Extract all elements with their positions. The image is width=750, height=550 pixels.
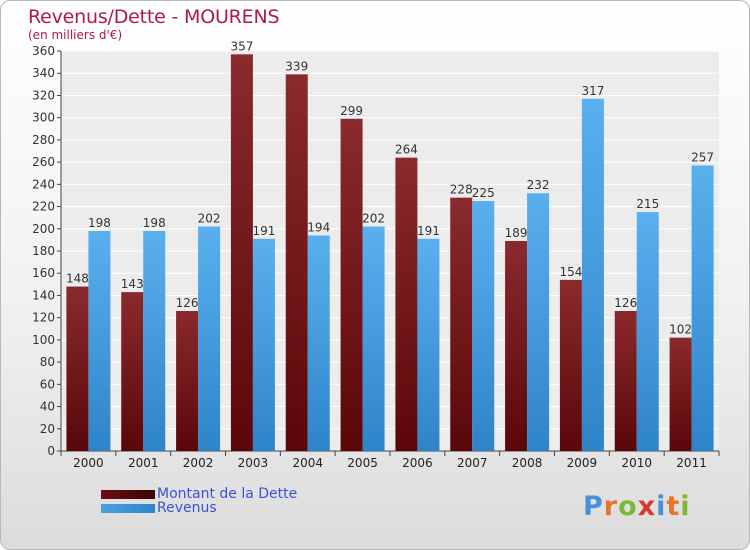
- bar-debt: [559, 279, 582, 451]
- bar-revenue: [417, 238, 440, 451]
- proxiti-logo: Proxiti: [583, 491, 691, 522]
- legend: Montant de la Dette Revenus: [101, 486, 298, 516]
- data-label: 299: [340, 104, 363, 118]
- data-label: 202: [198, 212, 221, 226]
- y-tick-label: 140: [32, 288, 55, 302]
- x-tick-label: 2003: [238, 456, 269, 470]
- data-label: 194: [307, 220, 330, 234]
- bar-revenue: [636, 212, 659, 451]
- bar-debt: [121, 292, 144, 451]
- data-label: 257: [691, 150, 714, 164]
- legend-swatch-debt: [101, 489, 155, 499]
- legend-label-debt: Montant de la Dette: [157, 486, 298, 502]
- data-label: 102: [669, 323, 692, 337]
- y-tick-label: 120: [32, 311, 55, 325]
- x-tick-label: 2000: [73, 456, 104, 470]
- bar-revenue: [691, 165, 714, 451]
- data-label: 232: [527, 178, 550, 192]
- y-tick-label: 20: [40, 422, 55, 436]
- bar-revenue: [143, 231, 166, 451]
- logo-letter: r: [603, 491, 619, 522]
- y-tick-label: 300: [32, 111, 55, 125]
- data-label: 126: [176, 296, 199, 310]
- data-label: 339: [285, 59, 308, 73]
- y-tick-label: 240: [32, 177, 55, 191]
- logo-letter: o: [618, 491, 638, 522]
- x-tick-label: 2005: [347, 456, 378, 470]
- bar-revenue: [252, 238, 275, 451]
- x-tick-label: 2011: [676, 456, 707, 470]
- data-label: 228: [450, 183, 473, 197]
- data-label: 198: [143, 216, 166, 230]
- x-tick-label: 2007: [457, 456, 488, 470]
- bar-debt: [450, 197, 473, 451]
- legend-item-revenue: Revenus: [101, 500, 297, 516]
- chart-title: Revenus/Dette - MOURENS: [28, 6, 280, 28]
- logo-letter: x: [637, 491, 657, 522]
- y-tick-label: 200: [32, 222, 55, 236]
- y-tick-label: 360: [32, 44, 55, 58]
- y-tick-label: 340: [32, 66, 55, 80]
- bar-debt: [505, 241, 528, 451]
- bar-debt: [395, 157, 418, 451]
- data-label: 189: [505, 226, 528, 240]
- bar-debt: [669, 337, 692, 451]
- bar-debt: [230, 54, 253, 451]
- bar-revenue: [88, 231, 111, 451]
- y-tick-label: 280: [32, 133, 55, 147]
- bar-revenue: [472, 201, 495, 451]
- y-tick-label: 220: [32, 200, 55, 214]
- data-label: 264: [395, 143, 418, 157]
- x-tick-label: 2002: [183, 456, 214, 470]
- x-tick-label: 2001: [128, 456, 159, 470]
- bar-revenue: [527, 193, 550, 451]
- bar-revenue: [362, 226, 385, 451]
- bar-debt: [614, 311, 637, 451]
- y-tick-label: 40: [40, 400, 55, 414]
- y-tick-label: 180: [32, 244, 55, 258]
- bar-revenue: [307, 235, 330, 451]
- data-label: 154: [559, 265, 582, 279]
- x-tick-label: 2006: [402, 456, 433, 470]
- data-label: 191: [252, 224, 275, 238]
- y-tick-label: 160: [32, 266, 55, 280]
- data-label: 143: [121, 277, 144, 291]
- logo-letter: P: [583, 491, 604, 522]
- data-label: 225: [472, 186, 495, 200]
- y-tick-label: 0: [47, 444, 55, 458]
- y-tick-label: 60: [40, 377, 55, 391]
- x-tick-label: 2004: [292, 456, 323, 470]
- bar-revenue: [198, 226, 221, 451]
- logo-letter: t: [666, 491, 681, 522]
- data-label: 126: [614, 296, 637, 310]
- legend-label-revenue: Revenus: [157, 500, 217, 516]
- logo-letter: i: [656, 491, 667, 522]
- legend-item-debt: Montant de la Dette: [101, 486, 298, 502]
- data-label: 148: [66, 272, 89, 286]
- data-label: 198: [88, 216, 111, 230]
- x-tick-label: 2008: [512, 456, 543, 470]
- bar-debt: [340, 118, 363, 452]
- data-label: 215: [636, 197, 659, 211]
- bar-debt: [66, 286, 89, 451]
- y-tick-label: 100: [32, 333, 55, 347]
- bar-debt: [285, 74, 308, 451]
- y-tick-label: 80: [40, 355, 55, 369]
- bar-revenue: [581, 98, 604, 452]
- x-tick-label: 2010: [621, 456, 652, 470]
- y-tick-label: 320: [32, 88, 55, 102]
- data-label: 202: [362, 212, 385, 226]
- logo-letter: i: [680, 491, 691, 522]
- legend-swatch-revenue: [101, 503, 155, 513]
- data-label: 191: [417, 224, 440, 238]
- y-tick-label: 260: [32, 155, 55, 169]
- chart-subtitle: (en milliers d'€): [28, 28, 123, 42]
- bar-debt: [176, 311, 199, 451]
- x-tick-label: 2009: [567, 456, 598, 470]
- data-label: 317: [581, 84, 604, 98]
- data-label: 357: [230, 39, 253, 53]
